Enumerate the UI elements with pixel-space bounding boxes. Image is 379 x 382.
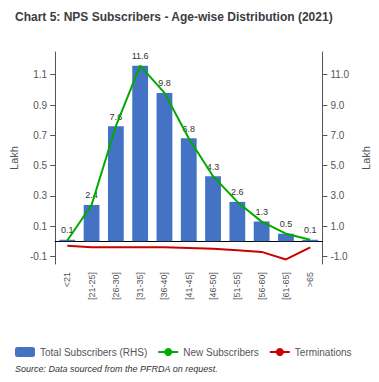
svg-text:5.0: 5.0 [330, 160, 344, 171]
svg-text:4.3: 4.3 [206, 161, 220, 172]
svg-text:0.1: 0.1 [304, 225, 317, 235]
svg-text:Source: Data sourced from the: Source: Data sourced from the PFRDA on r… [15, 364, 218, 374]
svg-text:[21-25]: [21-25] [87, 272, 97, 300]
svg-text:2.6: 2.6 [231, 187, 244, 198]
svg-text:6.8: 6.8 [182, 123, 195, 134]
svg-text:2.4: 2.4 [85, 190, 98, 201]
svg-text:[61-65]: [61-65] [281, 272, 291, 300]
svg-text:0.1: 0.1 [33, 221, 47, 232]
svg-text:0.9: 0.9 [33, 100, 47, 111]
svg-text:11.0: 11.0 [330, 69, 349, 80]
svg-text:1.1: 1.1 [33, 69, 47, 80]
svg-text:[46-50]: [46-50] [208, 272, 218, 300]
svg-text:[51-55]: [51-55] [232, 272, 242, 300]
svg-text:Lakh: Lakh [8, 146, 20, 170]
svg-text:New Subscribers: New Subscribers [183, 347, 259, 358]
svg-text:Lakh: Lakh [360, 146, 372, 170]
svg-text:0.3: 0.3 [33, 190, 47, 201]
svg-text:0.7: 0.7 [33, 130, 47, 141]
svg-text:Chart 5: NPS Subscribers - Age: Chart 5: NPS Subscribers - Age-wise Dist… [15, 10, 333, 24]
svg-text:-0.1: -0.1 [30, 251, 48, 262]
svg-text:7.0: 7.0 [330, 130, 344, 141]
svg-text:0.5: 0.5 [280, 219, 293, 229]
svg-text:[26-30]: [26-30] [111, 272, 121, 300]
svg-text:[36-40]: [36-40] [159, 272, 169, 300]
svg-text:-1.0: -1.0 [330, 251, 348, 262]
svg-text:Terminations: Terminations [295, 347, 352, 358]
svg-text:Total Subscribers (RHS): Total Subscribers (RHS) [40, 347, 147, 358]
svg-text:9.0: 9.0 [330, 100, 344, 111]
svg-text:1.0: 1.0 [330, 221, 344, 232]
svg-text:0.1: 0.1 [61, 225, 74, 236]
svg-text:<21: <21 [62, 272, 72, 287]
svg-text:[41-45]: [41-45] [184, 272, 194, 300]
svg-text:11.6: 11.6 [132, 51, 149, 61]
svg-text:[31-35]: [31-35] [135, 272, 145, 300]
svg-text:3.0: 3.0 [330, 190, 344, 201]
svg-text:[56-60]: [56-60] [257, 272, 267, 300]
svg-text:7.6: 7.6 [109, 111, 123, 122]
svg-text:1.3: 1.3 [255, 207, 268, 217]
svg-text:>65: >65 [305, 272, 315, 287]
svg-text:0.5: 0.5 [33, 160, 47, 171]
svg-text:9.8: 9.8 [158, 78, 171, 89]
